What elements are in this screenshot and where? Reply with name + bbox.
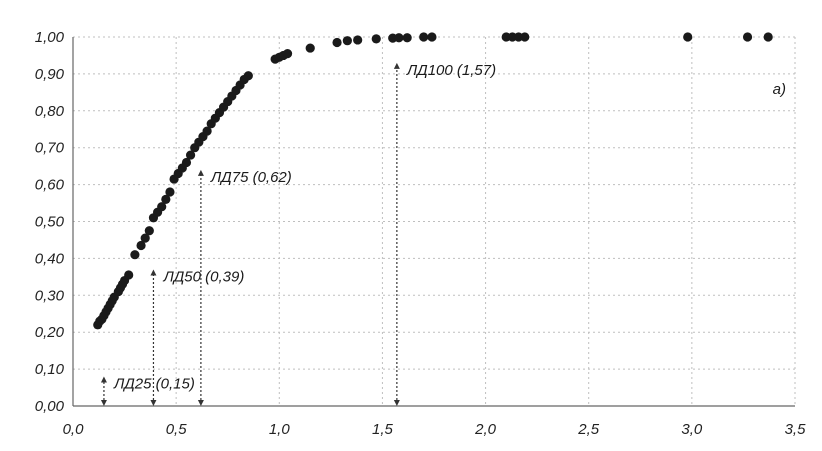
data-point	[185, 150, 196, 160]
y-tick-label: 0,30	[35, 287, 65, 304]
annotation-arrow-down	[150, 400, 157, 406]
y-tick-label: 0,50	[35, 214, 65, 231]
grid-layer	[72, 36, 796, 407]
annotation-label: ЛД75 (0,62)	[210, 169, 292, 186]
x-tick-label: 1,5	[372, 421, 394, 438]
x-tick-label: 1,0	[269, 421, 291, 438]
annotation-arrow-up	[100, 376, 107, 383]
data-point	[161, 194, 171, 204]
data-point	[419, 32, 429, 42]
y-tick-label: 1,00	[35, 29, 65, 46]
data-point	[243, 71, 253, 81]
y-tick-label: 0,80	[35, 103, 65, 120]
label-layer: 0,00 0,10 0,20 0,30 0,40 0,50 0,60 0,70 0,80 0,90…	[35, 29, 806, 438]
data-point	[124, 270, 134, 280]
data-point	[165, 187, 175, 197]
x-tick-label: 2,0	[474, 421, 497, 438]
annotation-label: ЛД100 (1,57)	[406, 62, 496, 79]
data-point	[202, 126, 212, 136]
x-tick-label: 0,5	[166, 421, 188, 438]
data-point	[136, 240, 146, 251]
data-point	[520, 32, 530, 42]
y-tick-label: 0,90	[35, 66, 65, 83]
data-point	[427, 32, 437, 42]
y-tick-label: 0,70	[35, 140, 65, 157]
data-point	[157, 202, 167, 212]
y-tick-label: 0,00	[35, 398, 65, 415]
annotation-arrow-down	[197, 400, 204, 406]
data-point	[305, 43, 315, 53]
data-point	[332, 37, 342, 48]
y-tick-label: 0,40	[35, 250, 65, 267]
x-tick-label: 0,0	[63, 421, 85, 438]
y-tick-label: 0,60	[35, 177, 65, 194]
annotation-label: ЛД50 (0,39)	[162, 268, 244, 285]
data-point	[763, 32, 773, 42]
x-tick-label: 3,0	[681, 421, 703, 438]
data-point	[181, 157, 192, 168]
annotation-arrow-down	[100, 400, 107, 406]
axis-layer	[72, 37, 795, 407]
annotation-arrow-up	[393, 62, 400, 69]
panel-label: а)	[773, 81, 786, 98]
data-point	[371, 34, 381, 44]
x-tick-label: 2,5	[577, 421, 600, 438]
annotation-layer: ЛД25 (0,15)ЛД50 (0,39)ЛД75 (0,62)ЛД100 (…	[100, 62, 496, 406]
annotation-arrow-down	[393, 400, 400, 406]
annotation-arrow-up	[197, 169, 204, 176]
data-point	[683, 32, 693, 42]
data-point	[282, 49, 293, 59]
data-point	[140, 233, 150, 243]
data-point	[394, 33, 404, 43]
x-tick-label: 3,5	[785, 421, 807, 438]
y-tick-label: 0,20	[35, 324, 65, 341]
y-tick-label: 0,10	[35, 361, 65, 378]
data-point	[402, 33, 412, 43]
data-point	[353, 35, 363, 45]
annotation-arrow-up	[150, 269, 157, 276]
points-layer	[93, 32, 773, 330]
data-point	[144, 226, 154, 236]
data-point	[742, 32, 753, 42]
data-point	[130, 250, 140, 260]
data-point	[342, 36, 352, 46]
